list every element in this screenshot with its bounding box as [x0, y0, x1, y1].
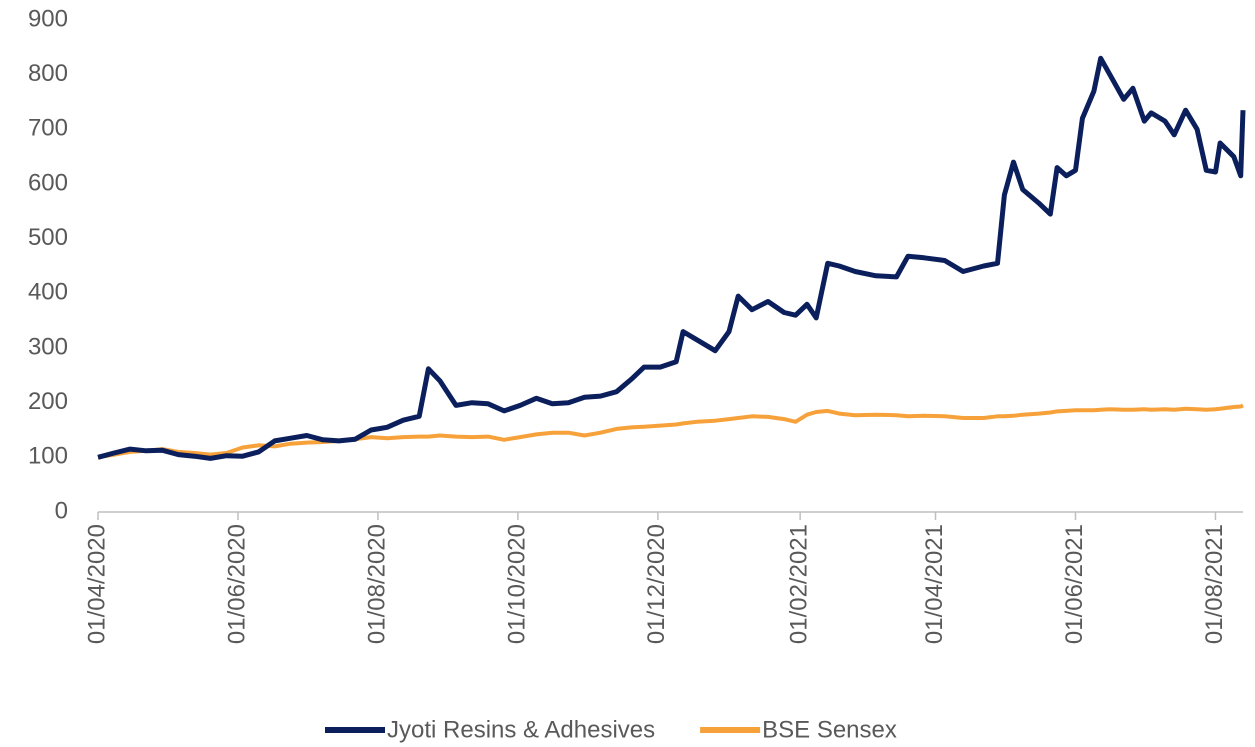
- x-tick-label: 01/04/2020: [83, 524, 110, 644]
- x-tick-label: 01/08/2020: [363, 524, 390, 644]
- y-tick-label: 400: [28, 279, 68, 306]
- x-tick-label: 01/12/2020: [643, 524, 670, 644]
- y-tick-label: 100: [28, 443, 68, 470]
- y-tick-label: 600: [28, 169, 68, 196]
- x-tick-label: 01/10/2020: [503, 524, 530, 644]
- series-line: [97, 403, 1244, 460]
- x-tick-label: 01/06/2020: [223, 524, 250, 644]
- y-tick-label: 0: [55, 497, 68, 524]
- y-tick-label: 500: [28, 224, 68, 251]
- series-line: [97, 55, 1246, 461]
- y-tick-label: 200: [28, 388, 68, 415]
- x-tick-label: 01/04/2021: [921, 524, 948, 644]
- x-tick-label: 01/06/2021: [1061, 524, 1088, 644]
- legend-label: BSE Sensex: [762, 716, 897, 743]
- y-tick-label: 900: [28, 5, 68, 32]
- x-tick-label: 01/08/2021: [1201, 524, 1228, 644]
- x-tick-label: 01/02/2021: [785, 524, 812, 644]
- y-tick-label: 700: [28, 115, 68, 142]
- y-tick-label: 300: [28, 333, 68, 360]
- y-tick-label: 800: [28, 60, 68, 87]
- legend-label: Jyoti Resins & Adhesives: [387, 716, 655, 743]
